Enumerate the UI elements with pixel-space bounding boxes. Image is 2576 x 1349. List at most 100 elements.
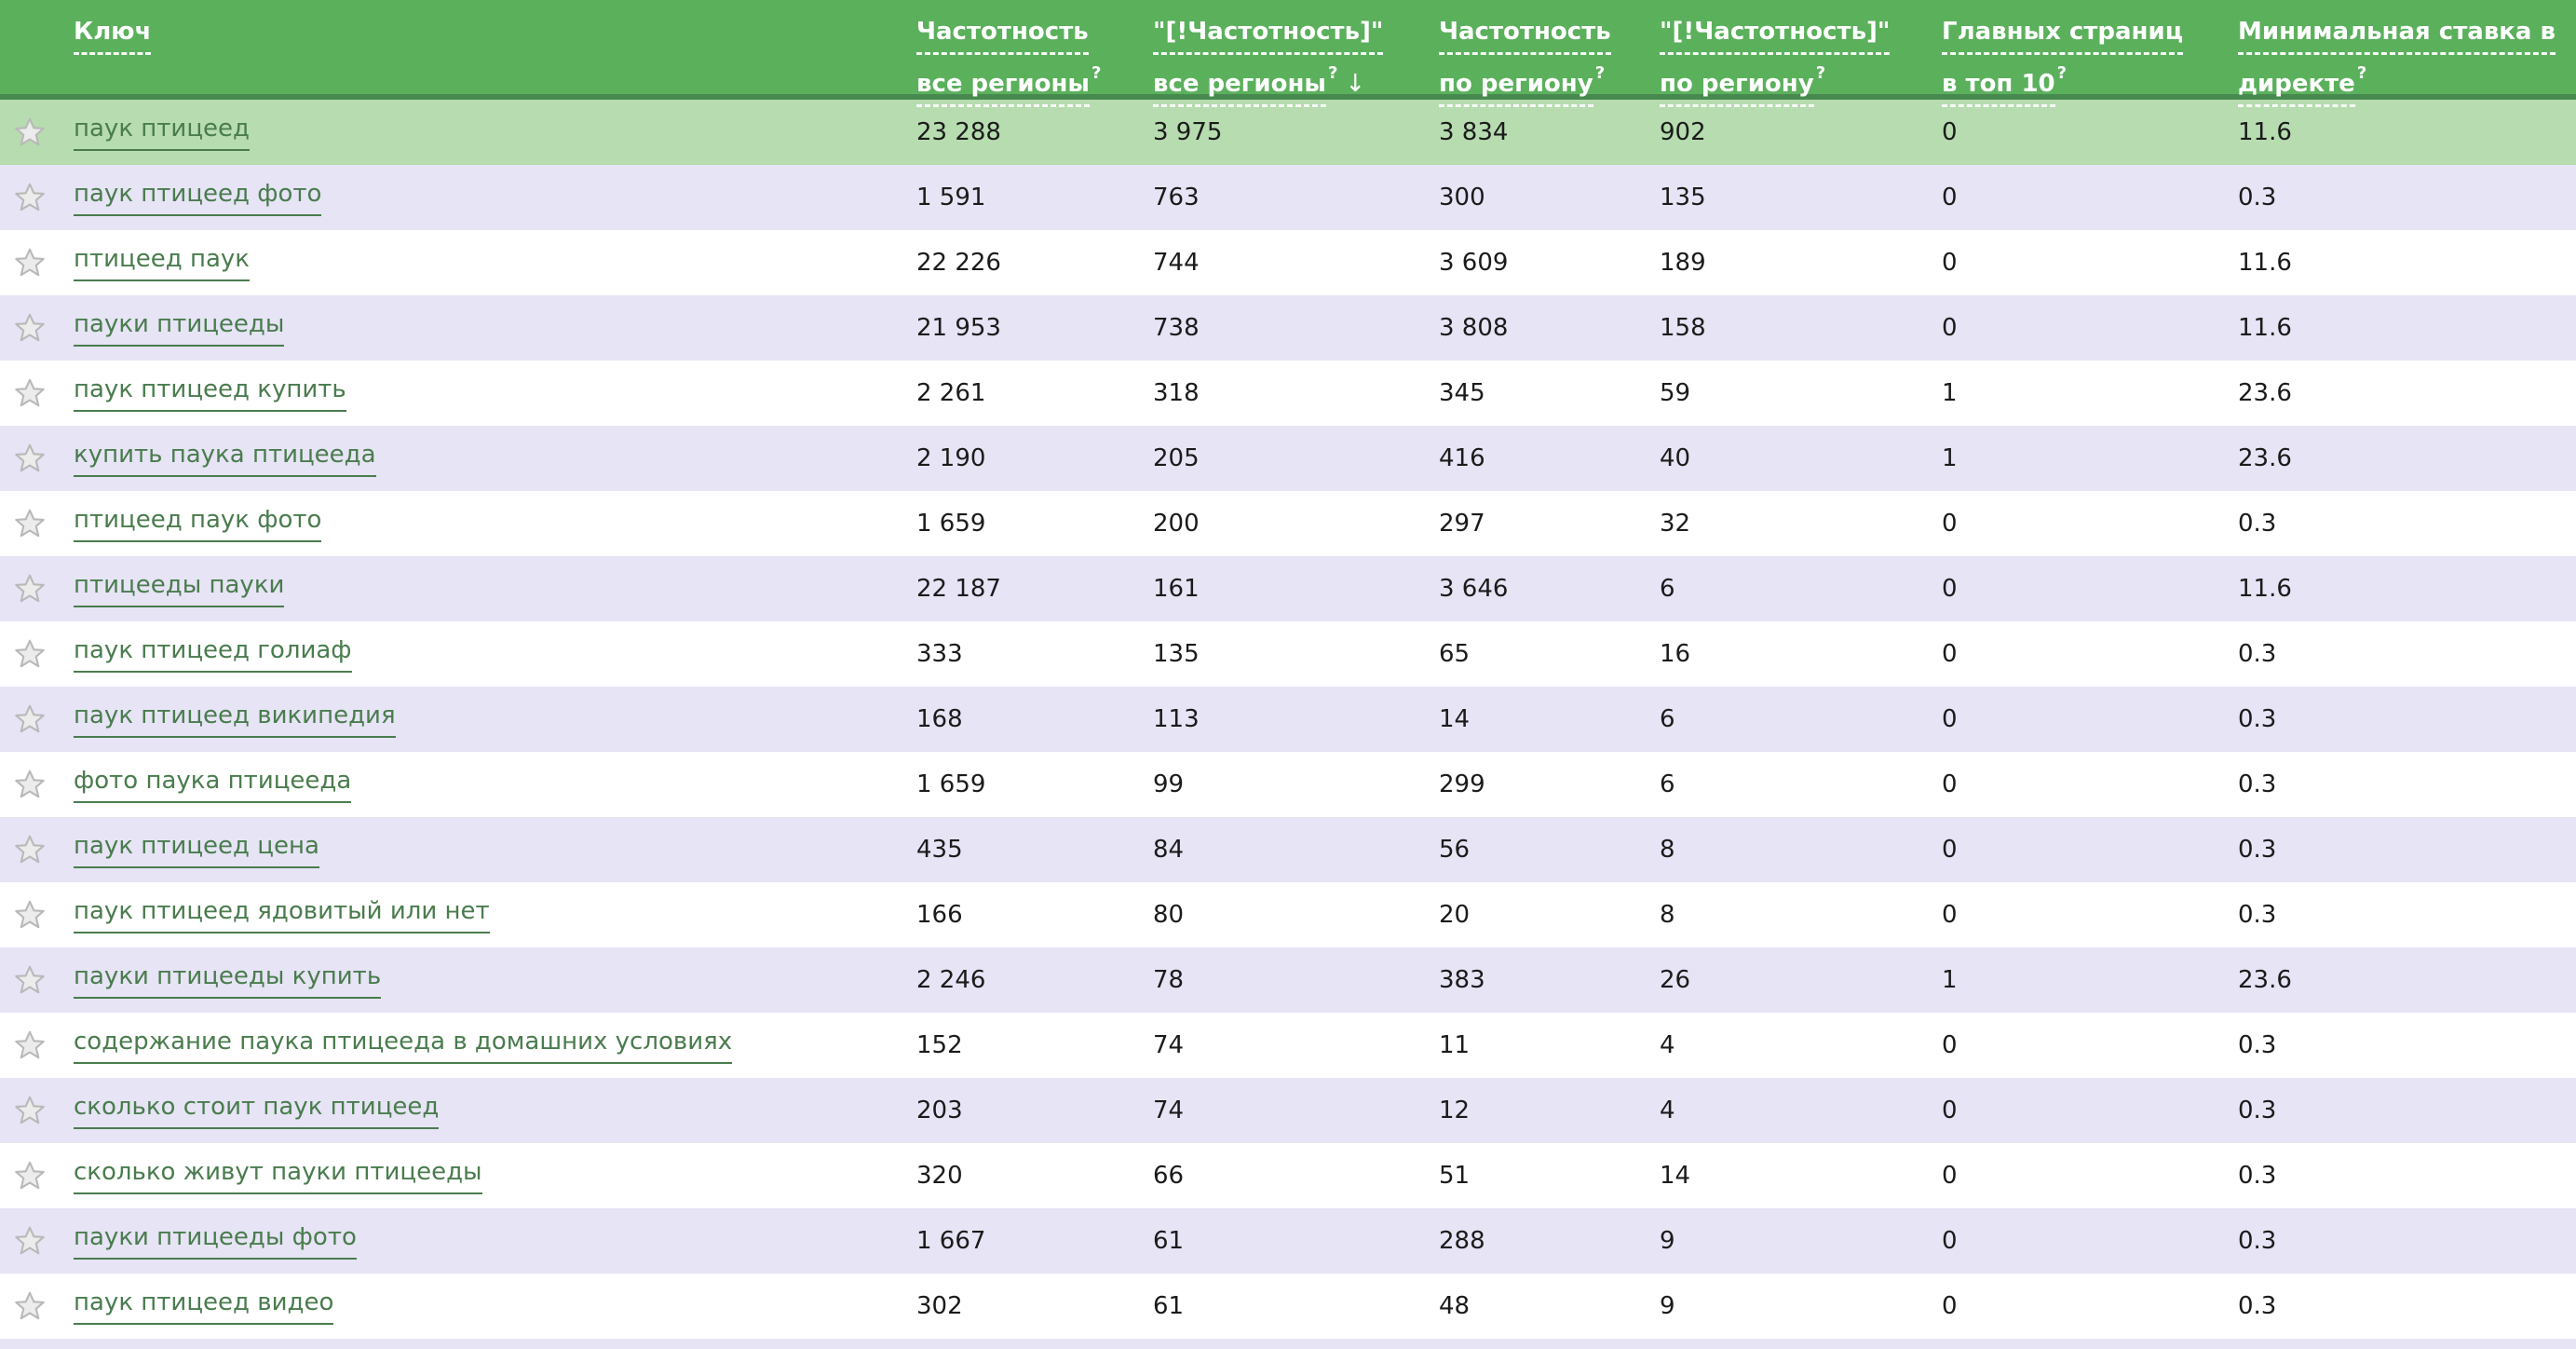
- keyword-link[interactable]: паук птицеед видео: [74, 1288, 334, 1325]
- favorite-star-button[interactable]: [0, 556, 60, 621]
- column-header-label[interactable]: директе: [2238, 65, 2355, 107]
- favorite-star-button[interactable]: [0, 1143, 60, 1208]
- column-header-label[interactable]: все регионы: [1153, 65, 1326, 107]
- keyword-link[interactable]: пауки птицееды фото: [74, 1223, 357, 1260]
- keyword-link[interactable]: птицеед паук фото: [74, 506, 322, 542]
- favorite-star-button[interactable]: [0, 361, 60, 426]
- keyword-link[interactable]: паук птицеед купить: [74, 375, 346, 412]
- favorite-star-button[interactable]: [0, 165, 60, 230]
- table-row: паук птицеед 23 288 3 975 3 834 902 0 11…: [0, 100, 2576, 165]
- star-icon: [15, 1161, 45, 1190]
- help-question-icon[interactable]: ?: [1815, 63, 1826, 83]
- star-icon: [15, 965, 45, 994]
- favorite-star-button[interactable]: [0, 491, 60, 556]
- favorite-star-button[interactable]: [0, 1013, 60, 1078]
- favorite-star-button[interactable]: [0, 687, 60, 752]
- column-header-exact-region[interactable]: "[!Частотность]" по региону?: [1660, 13, 1942, 107]
- table-row: паук птицеед википедия 168 113 14 6 0 0.…: [0, 687, 2576, 752]
- keyword-link[interactable]: паук птицеед: [74, 115, 250, 151]
- keyword-link[interactable]: птицееды пауки: [74, 571, 285, 607]
- freq-all-value: 302: [916, 1292, 963, 1320]
- keyword-link[interactable]: птицеед паук: [74, 245, 250, 281]
- freq-region-value: 48: [1439, 1292, 1471, 1320]
- keyword-link[interactable]: содержание паука птицееда в домашних усл…: [74, 1028, 733, 1064]
- favorite-star-button[interactable]: [0, 947, 60, 1013]
- freq-all-value: 152: [916, 1031, 963, 1059]
- min-bid-value: 0.3: [2238, 770, 2277, 798]
- favorite-star-button[interactable]: [0, 1208, 60, 1274]
- keyword-link[interactable]: паук птицеед голиаф: [74, 636, 352, 673]
- favorite-star-button[interactable]: [0, 882, 60, 947]
- freq-region-value: 288: [1439, 1227, 1485, 1255]
- keyword-link[interactable]: купить паука птицееда: [74, 441, 376, 477]
- min-bid-value: 23.6: [2238, 444, 2292, 472]
- column-header-label[interactable]: по региону: [1439, 65, 1593, 107]
- help-question-icon[interactable]: ?: [1091, 63, 1102, 83]
- column-header-exact-all[interactable]: "[!Частотность]" все регионы? ↓: [1153, 13, 1439, 107]
- min-bid-value: 0.3: [2238, 510, 2277, 538]
- keyword-link[interactable]: сколько живут пауки птицееды: [74, 1158, 482, 1194]
- column-header-label[interactable]: Минимальная ставка в: [2238, 13, 2556, 55]
- table-row: паук птицеед ядовитый или нет 166 80 20 …: [0, 882, 2576, 947]
- column-header-label[interactable]: в топ 10: [1942, 65, 2055, 107]
- keyword-link[interactable]: сколько стоит паук птицеед: [74, 1093, 440, 1129]
- favorite-star-button[interactable]: [0, 1274, 60, 1339]
- star-icon: [15, 1096, 45, 1124]
- help-question-icon[interactable]: ?: [1327, 63, 1338, 83]
- favorite-star-button[interactable]: [0, 752, 60, 817]
- freq-all-value: 21 953: [916, 314, 1001, 342]
- keyword-link[interactable]: паук птицеед ядовитый или нет: [74, 897, 490, 933]
- freq-all-value: 435: [916, 836, 963, 864]
- help-question-icon[interactable]: ?: [1594, 63, 1606, 83]
- freq-all-value: 22 226: [916, 249, 1001, 277]
- favorite-star-button[interactable]: [0, 100, 60, 165]
- column-header-label[interactable]: Частотность: [916, 13, 1089, 55]
- main-pages-value: 0: [1942, 118, 1958, 146]
- sort-desc-icon: ↓: [1345, 70, 1366, 98]
- exact-all-value: 74: [1153, 1097, 1185, 1124]
- exact-all-value: 318: [1153, 379, 1200, 407]
- exact-all-value: 61: [1153, 1227, 1185, 1255]
- freq-region-value: 51: [1439, 1162, 1471, 1190]
- favorite-star-button[interactable]: [0, 230, 60, 295]
- main-pages-value: 1: [1942, 444, 1958, 472]
- favorite-star-button[interactable]: [0, 295, 60, 361]
- keyword-link[interactable]: пауки птицееды купить: [74, 962, 382, 999]
- favorite-star-button[interactable]: [0, 817, 60, 882]
- freq-all-value: 166: [916, 901, 963, 929]
- column-header-freq-all[interactable]: Частотность все регионы?: [916, 13, 1153, 107]
- column-header-min-bid[interactable]: Минимальная ставка в директе?: [2238, 13, 2576, 107]
- keyword-link[interactable]: паук птицеед цена: [74, 832, 319, 868]
- table-header: Ключ Частотность все регионы? "[!Частотн…: [0, 0, 2576, 107]
- freq-all-value: 2 190: [916, 444, 986, 472]
- column-header-label[interactable]: все регионы: [916, 65, 1090, 107]
- exact-all-value: 200: [1153, 510, 1200, 538]
- keyword-link[interactable]: паук птицеед википедия: [74, 702, 396, 738]
- keyword-link[interactable]: пауки птицееды: [74, 310, 285, 347]
- favorite-star-button[interactable]: [0, 621, 60, 687]
- column-header-freq-region[interactable]: Частотность по региону?: [1439, 13, 1660, 107]
- column-header-label[interactable]: "[!Частотность]": [1660, 13, 1891, 55]
- star-icon: [15, 509, 45, 538]
- freq-region-value: 3 646: [1439, 575, 1509, 603]
- exact-all-value: 80: [1153, 901, 1185, 929]
- keyword-link[interactable]: паук птицеед фото: [74, 180, 322, 216]
- table-row: паук птицеед голиаф 333 135 65 16 0 0.3: [0, 621, 2576, 687]
- help-question-icon[interactable]: ?: [2056, 63, 2068, 83]
- column-header-label[interactable]: Частотность: [1439, 13, 1611, 55]
- freq-region-value: 20: [1439, 901, 1471, 929]
- column-header-label[interactable]: Главных страниц: [1942, 13, 2183, 55]
- favorite-star-button[interactable]: [0, 1078, 60, 1143]
- column-header-keyword[interactable]: Ключ: [60, 13, 916, 55]
- exact-region-value: 4: [1660, 1097, 1675, 1124]
- min-bid-value: 0.3: [2238, 1097, 2277, 1124]
- main-pages-value: 0: [1942, 1162, 1958, 1190]
- column-header-label[interactable]: Ключ: [74, 13, 152, 55]
- column-header-label[interactable]: "[!Частотность]": [1153, 13, 1384, 55]
- freq-all-value: 1 659: [916, 510, 986, 538]
- column-header-label[interactable]: по региону: [1660, 65, 1814, 107]
- favorite-star-button[interactable]: [0, 426, 60, 491]
- help-question-icon[interactable]: ?: [2356, 63, 2367, 83]
- column-header-main-pages[interactable]: Главных страниц в топ 10?: [1942, 13, 2238, 107]
- keyword-link[interactable]: фото паука птицееда: [74, 767, 352, 803]
